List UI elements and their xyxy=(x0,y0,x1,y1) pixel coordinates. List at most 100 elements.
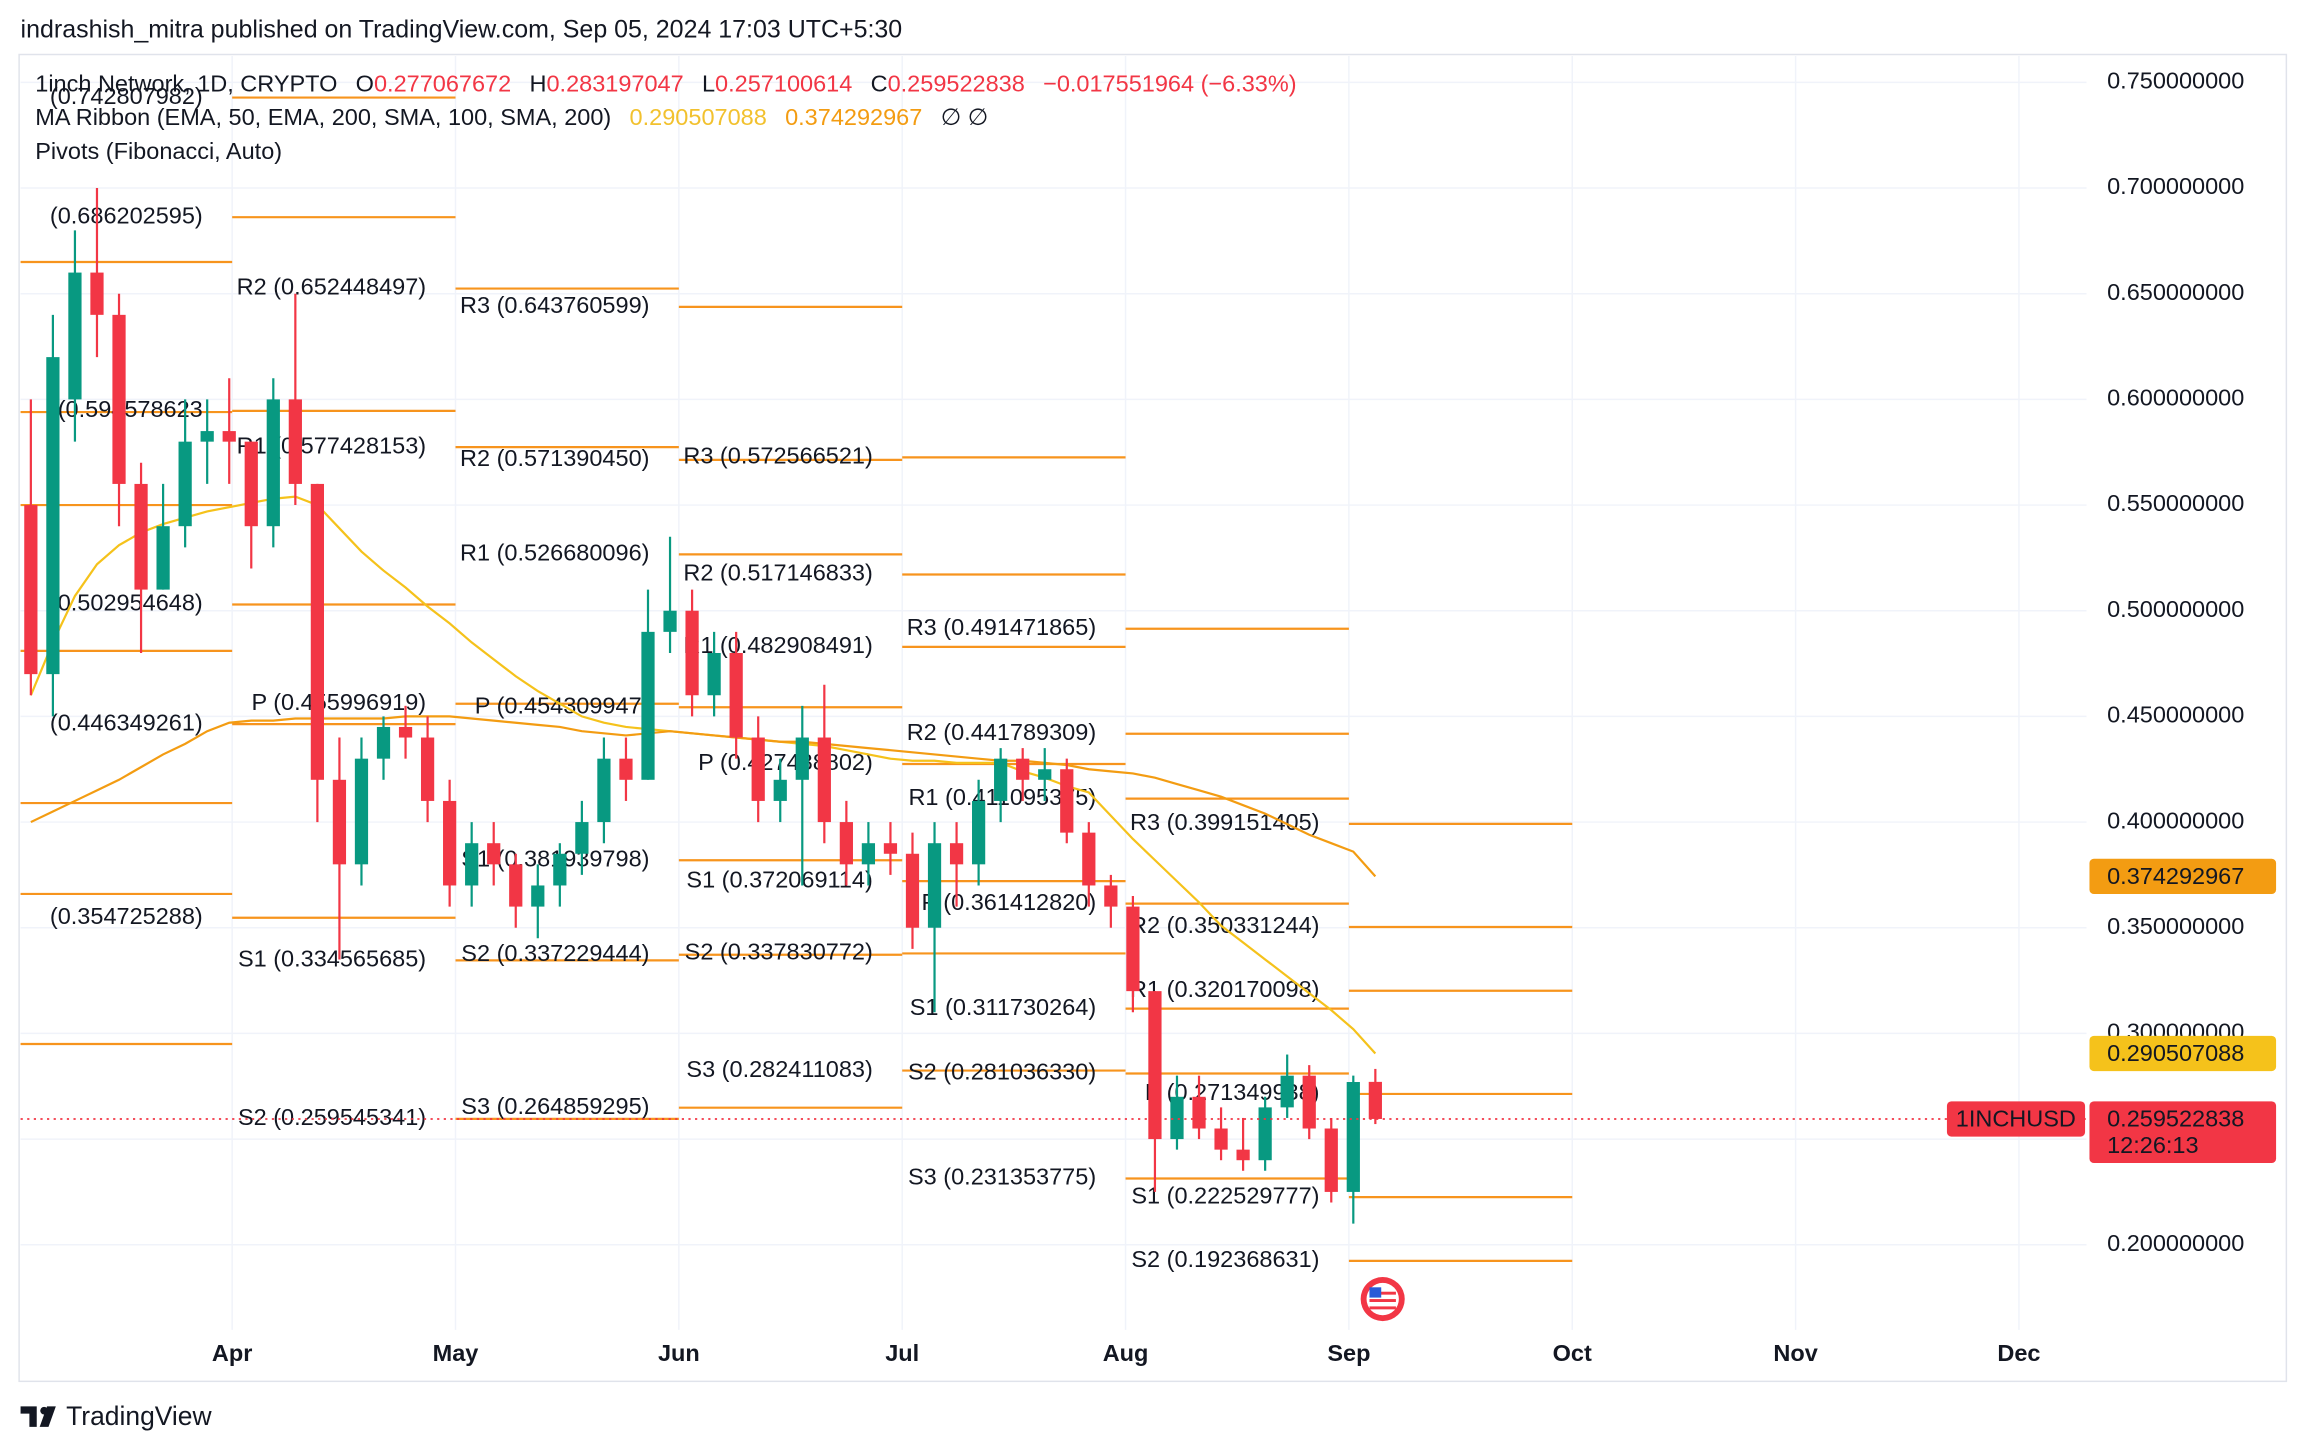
symbol-title: 1inch Network, 1D, CRYPTO xyxy=(35,71,337,97)
pivot-label: R2 (0.652448497) xyxy=(237,274,426,300)
candle-body xyxy=(1148,991,1162,1140)
candle-body xyxy=(420,737,435,801)
candle-body xyxy=(641,631,655,780)
countdown: 12:26:13 xyxy=(2107,1132,2198,1158)
pivot-label: R2 (0.517146833) xyxy=(683,560,872,586)
candle-body xyxy=(244,441,258,527)
candle-body xyxy=(266,399,280,527)
candle-body xyxy=(883,843,898,854)
y-tick-label: 0.500000000 xyxy=(2107,596,2244,622)
pivot-label: R2 (0.571390450) xyxy=(460,445,649,471)
candle-body xyxy=(222,431,236,442)
candle-body xyxy=(531,885,545,907)
pivot-label: R3 (0.399151405) xyxy=(1130,809,1319,835)
candle-body xyxy=(619,758,633,780)
symbol-label: 1INCHUSD xyxy=(1956,1106,2076,1132)
candle-body xyxy=(443,800,457,886)
candle-body xyxy=(1236,1149,1250,1161)
candle-body xyxy=(1324,1128,1338,1192)
candle-body xyxy=(200,431,214,442)
flag-stripe xyxy=(1369,1306,1396,1310)
candle-body xyxy=(905,853,920,928)
x-tick-label: May xyxy=(433,1340,479,1366)
pivot-label: P (0.455996919) xyxy=(251,689,426,715)
pivot-label: R2 (0.441789309) xyxy=(907,719,1096,745)
candle-body xyxy=(839,822,853,865)
candle-body xyxy=(1280,1075,1294,1108)
candle-body xyxy=(949,843,964,865)
candle-body xyxy=(134,483,148,590)
ma-badge xyxy=(2089,858,2277,895)
ma-badge xyxy=(2089,1035,2277,1072)
pivot-label: S1 (0.222529777) xyxy=(1131,1182,1319,1208)
candle-body xyxy=(487,843,501,865)
x-tick-label: Dec xyxy=(1997,1340,2040,1366)
x-tick-label: Apr xyxy=(212,1340,252,1366)
pivot-label: S1 (0.372069114) xyxy=(686,866,872,892)
candle-body xyxy=(1016,758,1030,780)
y-tick-label: 0.750000000 xyxy=(2107,68,2244,94)
open-value: 0.277067672 xyxy=(374,71,511,97)
candle-body xyxy=(1038,769,1052,780)
candles xyxy=(24,188,1382,1224)
grid xyxy=(20,55,2087,1330)
candle-body xyxy=(553,853,567,886)
y-tick-label: 0.700000000 xyxy=(2107,173,2244,199)
flag-stripe xyxy=(1369,1299,1396,1302)
candle-body xyxy=(46,357,60,675)
indicator-legend: Pivots (Fibonacci, Auto) xyxy=(35,138,282,164)
y-tick-label: 0.350000000 xyxy=(2107,913,2244,939)
x-tick-label: Oct xyxy=(1553,1340,1592,1366)
candle-body xyxy=(465,843,479,886)
ma-badge-value: 0.290507088 xyxy=(2107,1040,2244,1066)
candle-body xyxy=(1170,1096,1184,1140)
candle-body xyxy=(597,758,611,823)
high-value: 0.283197047 xyxy=(546,71,683,97)
candle-body xyxy=(575,822,589,854)
x-tick-label: Jul xyxy=(885,1340,919,1366)
pivot-label: (0.354725288) xyxy=(50,903,203,929)
candle-body xyxy=(1192,1096,1206,1129)
candle-body xyxy=(310,483,324,780)
candle-body xyxy=(773,779,787,801)
candle-body xyxy=(1060,769,1074,833)
y-tick-label: 0.200000000 xyxy=(2107,1230,2244,1256)
pivot-label: S2 (0.337830772) xyxy=(685,939,873,965)
candle-body xyxy=(178,441,192,527)
y-tick-label: 0.600000000 xyxy=(2107,385,2244,411)
candle-body xyxy=(994,758,1008,801)
legend-line: 1inch Network, 1D, CRYPTO O0.277067672 H… xyxy=(35,71,1296,97)
ma-line xyxy=(30,715,1377,878)
pivot-label: R3 (0.643760599) xyxy=(460,292,649,318)
flag-stripe xyxy=(1369,1291,1396,1295)
ma-badge-value: 0.374292967 xyxy=(2107,863,2244,889)
candle-body xyxy=(1258,1107,1272,1161)
brand-logo: TradingView xyxy=(20,1401,213,1431)
flag-canton xyxy=(1369,1287,1382,1298)
candle-body xyxy=(332,779,347,865)
candle-body xyxy=(1302,1075,1316,1129)
close-label: C xyxy=(871,71,888,97)
y-tick-label: 0.400000000 xyxy=(2107,807,2244,833)
pivot-label: P (0.361412820) xyxy=(922,889,1097,915)
candle-body xyxy=(817,737,831,823)
candle-body xyxy=(729,652,743,738)
price-badge-value: 0.259522838 xyxy=(2107,1106,2244,1132)
candle-body xyxy=(1346,1082,1360,1192)
x-tick-label: Sep xyxy=(1327,1340,1370,1366)
ma-value: 0.374292967 xyxy=(785,104,922,130)
pivot-label: R3 (0.491471865) xyxy=(907,614,1096,640)
candle-body xyxy=(1104,885,1118,907)
pivot-label: S2 (0.281036330) xyxy=(908,1059,1096,1085)
pivot-label: S2 (0.259545341) xyxy=(238,1104,426,1130)
open-label: O xyxy=(356,71,374,97)
candle-body xyxy=(861,843,876,865)
candle-body xyxy=(795,737,809,780)
x-tick-label: Nov xyxy=(1773,1340,1817,1366)
candle-body xyxy=(90,272,104,315)
indicator-extra: ∅ ∅ xyxy=(941,104,988,130)
candle-body xyxy=(685,610,699,696)
candle-body xyxy=(1126,906,1140,992)
candle-body xyxy=(972,800,986,865)
